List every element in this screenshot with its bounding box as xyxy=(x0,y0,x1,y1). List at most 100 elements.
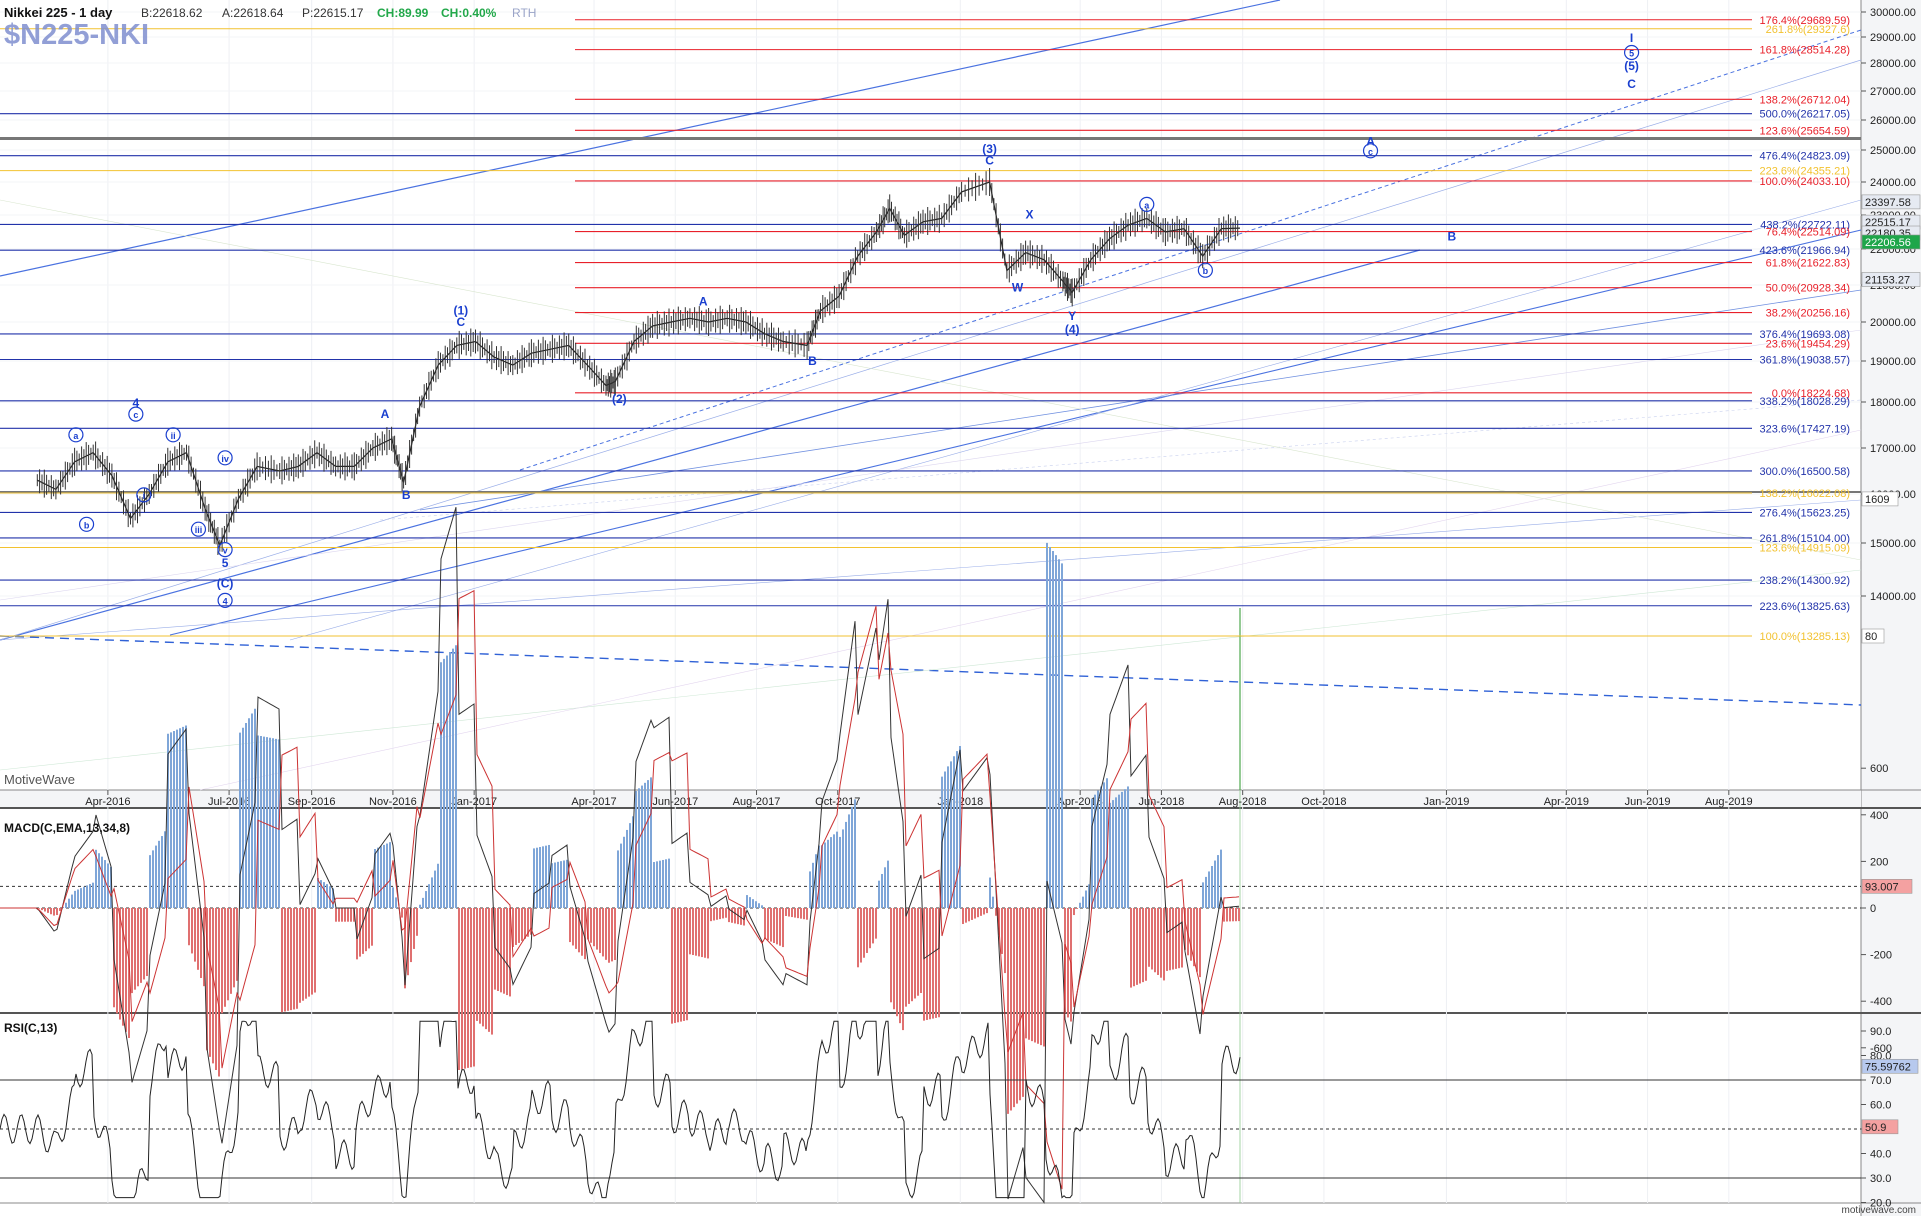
wave-label-12[interactable]: A xyxy=(381,407,390,421)
heavy-support-line xyxy=(0,137,1861,140)
wave-label-22[interactable]: W xyxy=(1012,280,1024,294)
wave-label-7[interactable]: iii xyxy=(190,521,207,537)
session-readout: RTH xyxy=(512,6,536,20)
wave-label-text-12: A xyxy=(381,407,390,421)
wave-label-30[interactable]: I xyxy=(1630,31,1633,45)
macd-tick-label-3: 0 xyxy=(1870,903,1876,915)
time-label-5: Apr-2017 xyxy=(571,796,616,808)
wave-label-text-21: X xyxy=(1026,207,1034,221)
fib-label-5: 123.6%(25654.59) xyxy=(1759,125,1850,137)
fib-label-0: 176.4%(29689.59) xyxy=(1759,15,1850,27)
macd-tick-label-4: -200 xyxy=(1870,950,1892,962)
price-badge-6 xyxy=(1861,628,1885,644)
wave-label-17[interactable]: A xyxy=(699,294,708,308)
wave-label-text-30: I xyxy=(1630,31,1633,45)
wave-label-text-0: a xyxy=(73,431,79,441)
wave-label-29[interactable]: B xyxy=(1447,230,1456,244)
price-tick-label-5: 25000.00 xyxy=(1870,145,1916,157)
wave-label-10[interactable]: (C) xyxy=(217,577,234,591)
wave-label-5[interactable]: i xyxy=(136,487,152,503)
wave-label-circle-31 xyxy=(1623,44,1640,61)
wave-label-text-22: W xyxy=(1012,280,1024,294)
wave-label-24[interactable]: (4) xyxy=(1065,323,1080,337)
wave-label-28[interactable]: c xyxy=(1362,143,1379,159)
wave-label-text-19: (3) xyxy=(982,142,997,156)
fib-label-20: 323.6%(17427.19) xyxy=(1759,423,1850,435)
fib-label-10: 76.4%(22514.09) xyxy=(1766,227,1850,239)
price-readout: P:22615.17 xyxy=(302,6,364,20)
wave-label-text-10: (C) xyxy=(217,577,234,591)
price-tick-label-11: 19000.00 xyxy=(1870,356,1916,368)
rsi-panel[interactable]: 90.080.070.060.050.040.030.020.075.59762… xyxy=(0,1020,1919,1210)
price-panel[interactable] xyxy=(0,0,1861,790)
fib-label-27: 223.6%(13825.63) xyxy=(1759,601,1850,613)
rsi-tick-label-6: 30.0 xyxy=(1870,1173,1891,1185)
fib-label-23: 276.4%(15623.25) xyxy=(1759,507,1850,519)
price-tick-label-2: 28000.00 xyxy=(1870,58,1916,70)
wave-label-16[interactable]: (2) xyxy=(612,392,627,406)
trend-line-8 xyxy=(519,29,1862,471)
time-label-8: Oct-2017 xyxy=(815,796,860,808)
wave-label-33[interactable]: C xyxy=(1627,77,1636,91)
wave-label-21[interactable]: X xyxy=(1026,207,1034,221)
price-tick-label-15: 15000.00 xyxy=(1870,538,1916,550)
wave-label-text-18: B xyxy=(808,354,817,368)
wave-label-0[interactable]: a xyxy=(68,427,84,443)
wave-label-3[interactable]: b xyxy=(78,516,95,532)
time-label-17: Aug-2019 xyxy=(1705,796,1753,808)
time-label-0: Apr-2016 xyxy=(85,796,130,808)
time-axis-background xyxy=(0,790,1861,808)
wave-label-19[interactable]: (3) xyxy=(982,142,997,156)
time-label-16: Jun-2019 xyxy=(1625,796,1671,808)
fib-label-21: 300.0%(16500.58) xyxy=(1759,466,1850,478)
wave-label-20[interactable]: C xyxy=(985,153,994,167)
fib-label-2: 161.8%(28514.28) xyxy=(1759,45,1850,57)
wave-label-25[interactable]: a xyxy=(1139,196,1155,212)
price-badge-text-0: 23397.58 xyxy=(1865,197,1911,209)
wave-label-8[interactable]: v xyxy=(217,541,233,558)
wave-label-text-26: b xyxy=(1203,266,1209,276)
wave-label-31[interactable]: 5 xyxy=(1623,44,1640,61)
time-label-4: Jan-2017 xyxy=(451,796,497,808)
wave-label-27[interactable]: A xyxy=(1366,135,1375,149)
price-tick-label-16: 14000.00 xyxy=(1870,591,1916,603)
trend-line-3 xyxy=(419,289,1862,511)
wave-label-11[interactable]: 4 xyxy=(217,592,233,608)
wave-label-14[interactable]: (1) xyxy=(454,304,469,318)
wave-label-4[interactable]: ii xyxy=(165,427,181,443)
wave-label-text-33: C xyxy=(1627,77,1636,91)
rsi-label: RSI(C,13) xyxy=(4,1021,57,1035)
wave-label-9[interactable]: 5 xyxy=(222,556,229,570)
wave-label-text-11: 4 xyxy=(223,596,228,606)
wave-label-13[interactable]: B xyxy=(402,488,411,502)
wave-label-1[interactable]: 4 xyxy=(133,396,140,410)
rsi-upper-badge-text: 75.59762 xyxy=(1865,1061,1911,1073)
wave-label-text-5: i xyxy=(143,491,146,501)
wave-label-text-16: (2) xyxy=(612,392,627,406)
wave-label-2[interactable]: c xyxy=(128,406,144,422)
price-badge-0 xyxy=(1861,194,1921,210)
macd-line xyxy=(0,507,1240,1204)
wave-label-15[interactable]: C xyxy=(457,315,466,329)
wave-label-23[interactable]: Y xyxy=(1068,309,1076,323)
wave-label-text-7: iii xyxy=(195,525,203,535)
wave-label-circle-11 xyxy=(217,592,233,608)
time-label-7: Aug-2017 xyxy=(733,796,781,808)
wave-label-text-25: a xyxy=(1144,200,1150,210)
price-badge-text-5: 1609 xyxy=(1865,494,1889,506)
wave-label-text-31: 5 xyxy=(1629,49,1634,59)
wave-label-18[interactable]: B xyxy=(808,354,817,368)
price-badge-text-6: 80 xyxy=(1865,631,1877,643)
wave-label-32[interactable]: (5) xyxy=(1624,59,1639,73)
macd-panel[interactable]: 600 400 200 0 -200 -400 -600 93.007 xyxy=(0,507,1913,1204)
wave-label-26[interactable]: b xyxy=(1197,262,1213,278)
wave-label-text-13: B xyxy=(402,488,411,502)
trend-line-2 xyxy=(169,229,1862,636)
wave-label-circle-5 xyxy=(136,487,152,503)
wave-label-text-17: A xyxy=(699,294,708,308)
fib-label-15: 376.4%(19693.08) xyxy=(1759,329,1850,341)
wave-label-circle-3 xyxy=(78,516,95,532)
price-tick-label-0: 30000.00 xyxy=(1870,7,1916,19)
wave-label-6[interactable]: iv xyxy=(217,450,233,466)
change-pct-readout: CH:0.40% xyxy=(441,6,497,20)
